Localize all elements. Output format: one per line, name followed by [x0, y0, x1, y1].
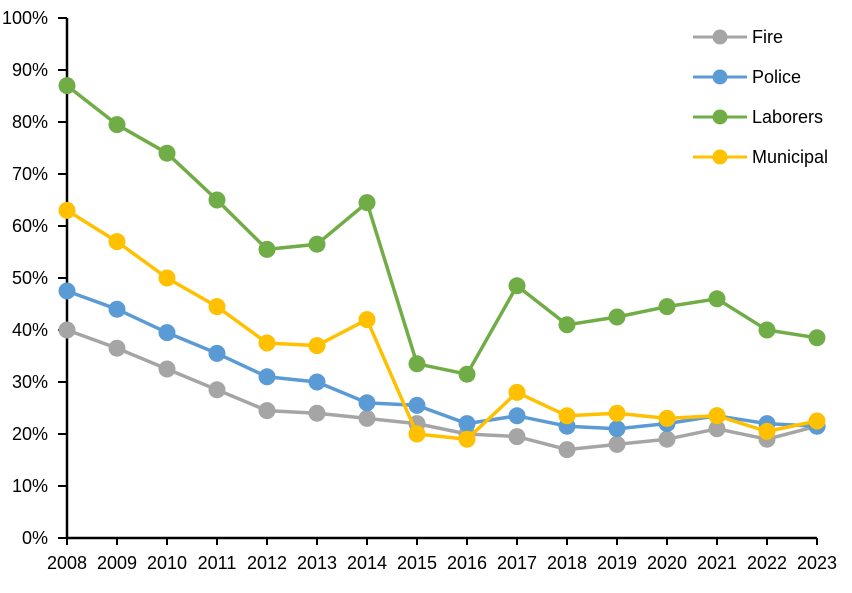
x-tick-label: 2020 — [647, 553, 687, 573]
point-municipal-2016 — [458, 430, 476, 448]
point-municipal-2017 — [508, 383, 526, 401]
legend-marker-fire — [712, 29, 728, 45]
point-municipal-2014 — [358, 311, 376, 329]
series-line-fire — [65, 328, 819, 452]
point-police-2014 — [358, 394, 376, 412]
point-fire-2009 — [108, 339, 126, 357]
point-police-2017 — [508, 407, 526, 425]
point-laborers-2019 — [608, 308, 626, 326]
x-tick-label: 2009 — [97, 553, 137, 573]
point-municipal-2022 — [758, 422, 776, 440]
point-laborers-2016 — [458, 365, 476, 383]
legend-marker-municipal — [712, 149, 728, 165]
series-line-police — [65, 289, 819, 431]
point-police-2016 — [458, 415, 476, 433]
point-fire-2013 — [308, 404, 326, 422]
y-tick-label: 90% — [12, 60, 48, 80]
point-police-2019 — [608, 420, 626, 438]
y-tick-label: 10% — [12, 476, 48, 496]
point-municipal-2021 — [708, 407, 726, 425]
y-tick-label: 100% — [2, 8, 48, 28]
point-fire-2021 — [708, 420, 726, 438]
y-tick-label: 30% — [12, 372, 48, 392]
point-laborers-2020 — [658, 298, 676, 316]
point-laborers-2008 — [58, 77, 76, 95]
point-fire-2008 — [58, 321, 76, 339]
point-municipal-2023 — [808, 412, 826, 430]
point-police-2008 — [58, 282, 76, 300]
x-tick-label: 2015 — [397, 553, 437, 573]
y-tick-label: 20% — [12, 424, 48, 444]
point-laborers-2018 — [558, 316, 576, 334]
point-police-2013 — [308, 373, 326, 391]
point-laborers-2013 — [308, 235, 326, 253]
legend-label-municipal: Municipal — [752, 147, 828, 167]
legend-marker-police — [712, 69, 728, 85]
x-tick-label: 2017 — [497, 553, 537, 573]
point-municipal-2011 — [208, 298, 226, 316]
x-tick-label: 2021 — [697, 553, 737, 573]
point-fire-2017 — [508, 428, 526, 446]
x-tick-label: 2023 — [797, 553, 837, 573]
y-tick-label: 40% — [12, 320, 48, 340]
x-tick-label: 2010 — [147, 553, 187, 573]
point-laborers-2009 — [108, 116, 126, 134]
point-laborers-2015 — [408, 355, 426, 373]
point-laborers-2011 — [208, 191, 226, 209]
x-tick-label: 2022 — [747, 553, 787, 573]
point-fire-2018 — [558, 441, 576, 459]
point-laborers-2012 — [258, 240, 276, 258]
series-line-municipal — [65, 208, 819, 441]
point-fire-2011 — [208, 381, 226, 399]
point-municipal-2009 — [108, 233, 126, 251]
point-fire-2010 — [158, 360, 176, 378]
point-municipal-2018 — [558, 407, 576, 425]
legend-label-fire: Fire — [752, 27, 783, 47]
point-laborers-2010 — [158, 144, 176, 162]
point-laborers-2022 — [758, 321, 776, 339]
series-line-laborers — [65, 83, 819, 376]
point-police-2012 — [258, 368, 276, 386]
point-police-2010 — [158, 324, 176, 342]
point-municipal-2008 — [58, 201, 76, 219]
x-tick-label: 2014 — [347, 553, 387, 573]
point-police-2009 — [108, 300, 126, 318]
x-tick-label: 2012 — [247, 553, 287, 573]
point-municipal-2020 — [658, 409, 676, 427]
point-laborers-2021 — [708, 290, 726, 308]
point-municipal-2013 — [308, 337, 326, 355]
point-fire-2014 — [358, 409, 376, 427]
y-tick-label: 60% — [12, 216, 48, 236]
y-tick-label: 0% — [22, 528, 48, 548]
point-laborers-2023 — [808, 329, 826, 347]
x-tick-label: 2018 — [547, 553, 587, 573]
legend-label-laborers: Laborers — [752, 107, 823, 127]
point-municipal-2015 — [408, 425, 426, 443]
x-tick-label: 2011 — [198, 553, 237, 573]
x-tick-label: 2013 — [297, 553, 337, 573]
legend-label-police: Police — [752, 67, 801, 87]
x-tick-label: 2016 — [447, 553, 487, 573]
x-tick-label: 2008 — [47, 553, 87, 573]
point-police-2011 — [208, 344, 226, 362]
point-fire-2019 — [608, 435, 626, 453]
point-laborers-2014 — [358, 194, 376, 212]
point-fire-2012 — [258, 402, 276, 420]
point-police-2015 — [408, 396, 426, 414]
point-municipal-2012 — [258, 334, 276, 352]
point-laborers-2017 — [508, 277, 526, 295]
point-fire-2020 — [658, 430, 676, 448]
point-municipal-2010 — [158, 269, 176, 287]
legend-marker-laborers — [712, 109, 728, 125]
y-tick-label: 50% — [12, 268, 48, 288]
y-tick-label: 70% — [12, 164, 48, 184]
point-municipal-2019 — [608, 404, 626, 422]
x-tick-label: 2019 — [597, 553, 637, 573]
y-tick-label: 80% — [12, 112, 48, 132]
